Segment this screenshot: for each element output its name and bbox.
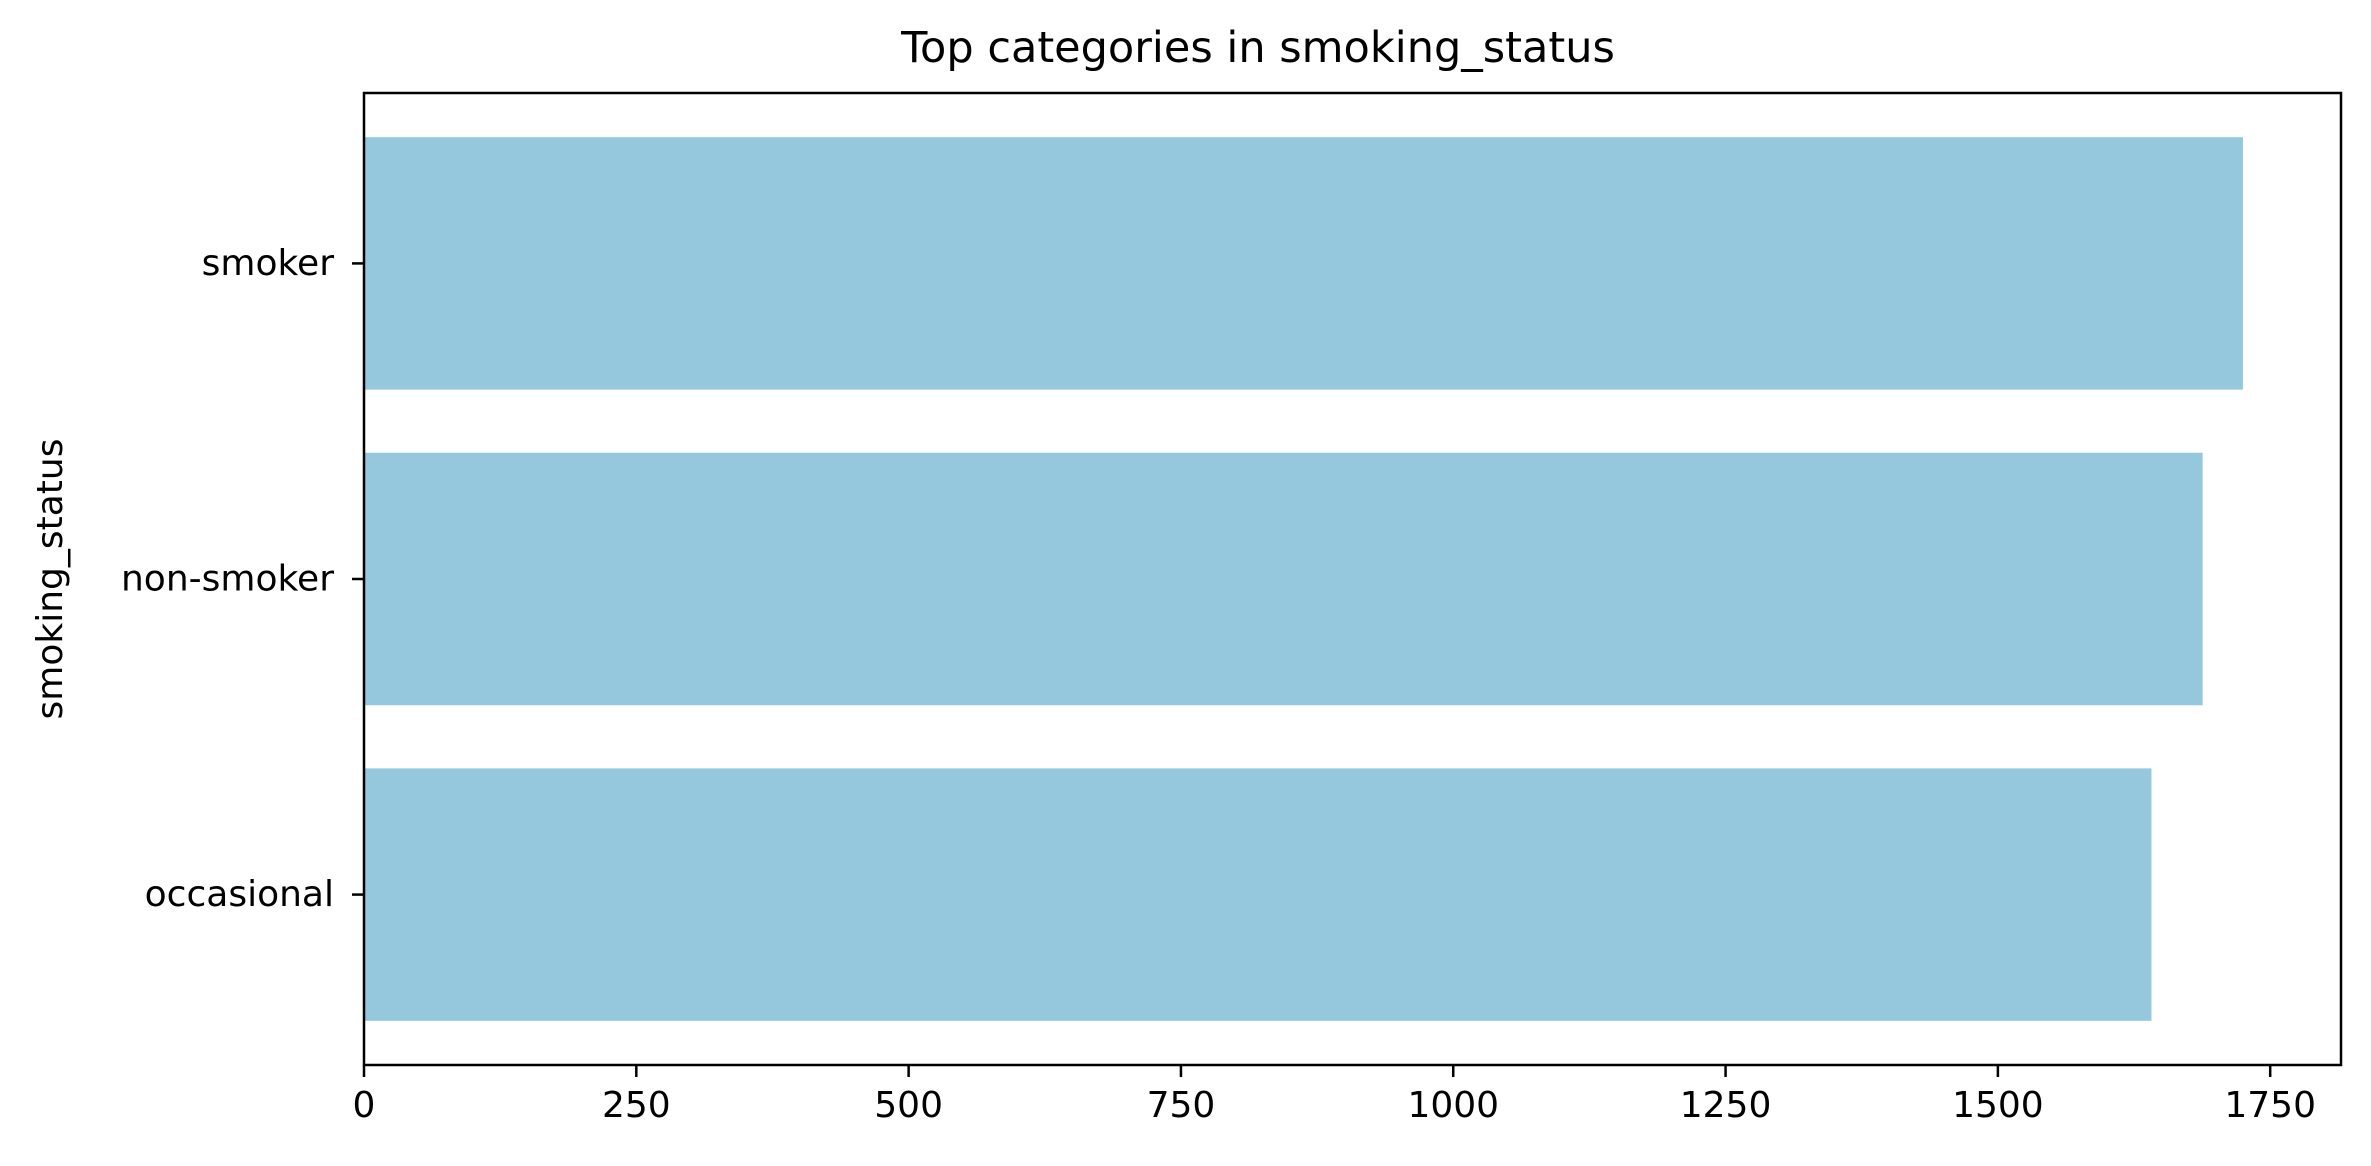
- x-tick-label-0: 0: [353, 1085, 376, 1126]
- x-tick-label-500: 500: [874, 1085, 943, 1126]
- x-tick-label-250: 250: [602, 1085, 671, 1126]
- plot-frame: [362, 91, 2343, 1067]
- bar-smoker: [364, 137, 2243, 390]
- y-axis: smoker non-smoker occasional: [121, 243, 364, 915]
- y-axis-label: smoking_status: [30, 439, 71, 720]
- y-tick-label-non-smoker: non-smoker: [121, 559, 334, 600]
- x-tick-label-1500: 1500: [1952, 1085, 2044, 1126]
- x-tick-label-1250: 1250: [1680, 1085, 1772, 1126]
- x-tick-label-1750: 1750: [2224, 1085, 2316, 1126]
- y-tick-label-smoker: smoker: [202, 243, 335, 284]
- bar-occasional: [364, 768, 2152, 1021]
- bar-non-smoker: [364, 452, 2203, 706]
- x-tick-label-750: 750: [1147, 1085, 1216, 1126]
- chart-title: Top categories in smoking_status: [900, 23, 1615, 73]
- y-tick-label-occasional: occasional: [145, 874, 334, 915]
- x-axis: 0 250 500 750 1000 1250 1500 1750: [353, 1065, 2316, 1126]
- bars-layer: [364, 137, 2243, 1021]
- x-tick-label-1000: 1000: [1407, 1085, 1499, 1126]
